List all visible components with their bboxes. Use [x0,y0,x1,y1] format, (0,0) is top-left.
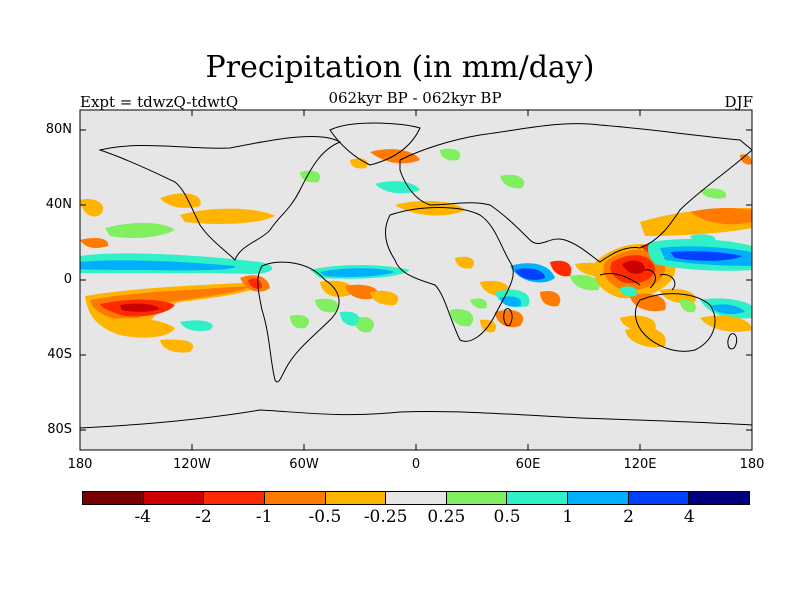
anomaly-patch [290,314,310,329]
y-tick-label: 80S [47,422,72,437]
y-tick-label: 40S [47,347,72,362]
anomaly-patch [180,208,275,224]
y-tick-label: 80N [45,122,72,137]
indonesia-coast [599,269,676,291]
australia-coast [634,293,716,352]
colorbar-label: 0.5 [493,507,521,527]
anomaly-patch [630,293,666,312]
anomaly-patch [370,290,399,306]
colorbar-label: 2 [623,507,634,527]
colorbar-label: -0.25 [363,507,408,527]
colorbar-swatch [83,492,144,504]
anomaly-patch [455,256,475,269]
colorbar-label: 4 [683,507,695,527]
anomaly-patch [105,222,175,238]
new-zealand-coast [727,333,738,350]
anomaly-patch [180,320,213,332]
anomaly-patch [100,318,175,338]
period-label: 062kyr BP - 062kyr BP [328,89,502,107]
greenland-coast [329,122,421,166]
anomaly-patch [340,311,360,326]
anomaly-patch [500,296,522,307]
colorbar-swatch [264,492,326,504]
anomaly-patch [700,188,726,199]
anomaly-patch [345,284,378,300]
anomaly-patch [620,315,656,332]
anomaly-patch [670,251,742,261]
colorbar-swatch [507,492,569,504]
anomaly-patch [248,278,262,289]
anomaly-patch [315,298,339,313]
anomaly-patch [625,327,666,348]
anomaly-patch [120,303,160,312]
anomaly-patch [550,260,572,277]
anomaly-patch [740,154,752,165]
south-america-coast [257,261,340,383]
anomaly-patch [450,308,474,327]
colorbar-swatch [568,492,629,504]
anomaly-patch [80,199,104,217]
colorbar-label: -2 [195,507,212,527]
anomaly-patch [620,286,637,297]
north-america-coast [98,135,342,261]
x-tick-label: 120E [623,457,657,472]
colorbar-label: 1 [562,507,574,527]
colorbar-label: -1 [255,507,273,527]
experiment-label: Expt = tdwzQ-tdwtQ [80,93,239,111]
colorbar-swatch [325,492,387,504]
anomaly-patch [515,268,545,280]
anomaly-patch [690,208,752,225]
y-tick-label: 0 [63,272,72,287]
colorbar-swatch [386,492,447,504]
anomaly-patch [540,290,561,307]
x-tick-label: 60E [515,457,541,472]
africa-coast [384,207,514,342]
colorbar-swatch [446,492,508,504]
coastlines [80,122,752,429]
anomaly-patch [470,298,487,309]
madagascar-coast [503,308,513,327]
colorbar [82,491,750,505]
anomaly-patch [500,174,525,189]
x-tick-label: 0 [411,457,421,472]
anomaly-patch [710,304,745,314]
anomaly-layer [80,148,752,353]
colorbar-swatch [689,492,750,504]
anomaly-patch [570,274,600,291]
anomaly-patch [440,148,461,161]
anomaly-patch [375,181,420,194]
colorbar-label: -4 [134,507,151,527]
anomaly-patch [680,299,696,313]
anomaly-patch [160,339,194,353]
anomaly-patch [350,158,368,169]
map-title: Precipitation (in mm/day) [205,50,595,85]
colorbar-swatch [628,492,690,504]
anomaly-patch [354,316,375,333]
anomaly-patch [370,149,420,164]
x-tick-label: 60W [289,457,319,472]
anomaly-patch [80,260,236,271]
x-tick-label: 180 [739,457,765,472]
antarctica-coast [80,409,752,429]
colorbar-swatch [204,492,265,504]
x-tick-label: 120W [173,457,211,472]
anomaly-patch [320,280,353,297]
anomaly-patch [660,288,696,304]
anomaly-patch [320,268,395,277]
x-tick-label: 180 [67,457,93,472]
season-label: DJF [724,93,753,111]
anomaly-patch [700,315,752,332]
colorbar-swatch [143,492,205,504]
anomaly-patch [690,234,716,243]
y-tick-label: 40N [45,197,72,212]
anomaly-patch [622,260,645,274]
axis-ticks [79,110,753,450]
anomaly-patch [495,309,524,328]
colorbar-label: 0.25 [427,507,466,527]
colorbar-label: -0.5 [308,507,342,527]
eurasia-coast [399,123,752,263]
anomaly-patch [80,238,109,248]
